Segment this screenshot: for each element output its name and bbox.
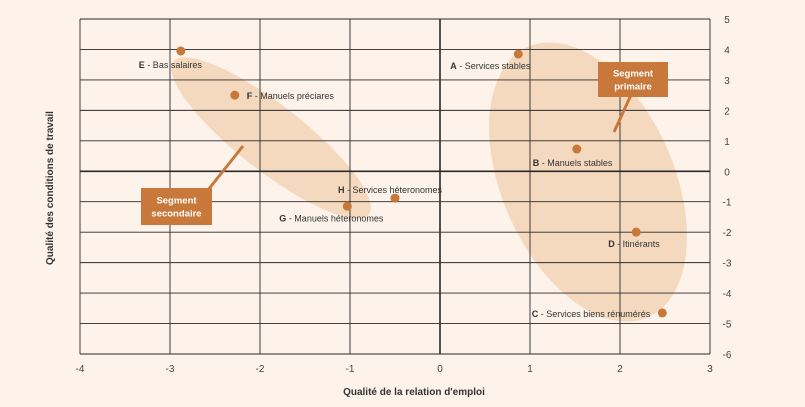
x-tick-label: -4 bbox=[76, 364, 85, 375]
point-letter: D bbox=[608, 239, 615, 249]
x-axis-ticks: -4 -3 -2 -1 0 1 2 3 bbox=[76, 364, 714, 375]
segment-secondaire-ellipse bbox=[171, 57, 371, 219]
segment-secondaire-connector bbox=[206, 145, 245, 191]
point-name: - Manuels héteronomes bbox=[286, 213, 384, 223]
point-name: - Services stables bbox=[457, 61, 531, 71]
data-point-g bbox=[342, 201, 352, 211]
y-tick-label: 4 bbox=[724, 45, 730, 56]
point-name: - Manuels préciares bbox=[252, 91, 334, 101]
point-letter: E bbox=[139, 60, 145, 70]
y-tick-label: 3 bbox=[724, 76, 730, 87]
segment-box-line2: primaire bbox=[614, 82, 652, 93]
segment-primaire-ellipse bbox=[489, 42, 687, 322]
data-point-h bbox=[390, 193, 400, 203]
y-tick-label: -4 bbox=[723, 289, 732, 300]
point-letter: B bbox=[533, 158, 540, 168]
y-tick-label: -2 bbox=[723, 228, 732, 239]
point-label-d: D - Itinérants bbox=[608, 239, 660, 249]
segment-box-line1: Segment bbox=[613, 69, 654, 80]
data-points: A - Services stables B - Manuels stables C… bbox=[139, 46, 667, 319]
x-tick-label: 1 bbox=[527, 364, 533, 375]
y-tick-label: 2 bbox=[724, 106, 730, 117]
x-tick-label: 2 bbox=[617, 364, 623, 375]
data-point-a bbox=[513, 49, 523, 59]
y-tick-label: -3 bbox=[723, 259, 732, 270]
data-point-f bbox=[230, 90, 240, 100]
segment-box-background bbox=[598, 62, 668, 97]
segment-primaire-connector bbox=[612, 94, 633, 133]
point-label-f: F - Manuels préciares bbox=[247, 91, 335, 101]
data-point-c bbox=[657, 308, 667, 318]
point-label-e: E - Bas salaires bbox=[139, 60, 203, 70]
point-name: - Services héteronomes bbox=[345, 185, 443, 195]
segment-ellipses bbox=[171, 42, 687, 322]
segment-box-line1: Segment bbox=[156, 196, 197, 207]
data-point-e bbox=[176, 46, 186, 56]
data-point-d bbox=[631, 227, 641, 237]
data-point-b bbox=[572, 144, 582, 154]
x-tick-label: 3 bbox=[707, 364, 713, 375]
point-label-h: H - Services héteronomes bbox=[338, 185, 443, 195]
x-tick-label: 0 bbox=[437, 364, 443, 375]
point-label-g: G - Manuels héteronomes bbox=[279, 213, 384, 223]
y-tick-label: -5 bbox=[723, 320, 732, 331]
y-axis-ticks: 5 4 3 2 1 0 -1 -2 -3 -4 -5 -6 bbox=[723, 15, 732, 361]
segment-secondaire-box: Segment secondaire bbox=[141, 188, 212, 225]
x-axis-title: Qualité de la relation d'emploi bbox=[343, 387, 485, 398]
point-letter: A bbox=[450, 61, 457, 71]
x-tick-label: -2 bbox=[256, 364, 265, 375]
y-tick-label: 5 bbox=[724, 15, 730, 26]
y-axis-title: Qualité des conditions de travail bbox=[45, 111, 56, 265]
segment-primaire-box: Segment primaire bbox=[598, 62, 668, 97]
x-tick-label: -3 bbox=[166, 364, 175, 375]
point-letter: F bbox=[247, 91, 253, 101]
point-name: - Itinérants bbox=[615, 239, 661, 249]
segment-box-background bbox=[141, 188, 212, 225]
point-name: - Services biens rénumérés bbox=[538, 309, 651, 319]
point-letter: G bbox=[279, 213, 286, 223]
point-letter: C bbox=[532, 309, 539, 319]
point-label-a: A - Services stables bbox=[450, 61, 531, 71]
segment-labels: Segment primaire Segment secondaire bbox=[141, 62, 668, 225]
point-label-c: C - Services biens rénumérés bbox=[532, 309, 651, 319]
point-label-b: B - Manuels stables bbox=[533, 158, 613, 168]
segment-connectors bbox=[206, 94, 633, 191]
segment-box-line2: secondaire bbox=[151, 209, 201, 220]
point-name: - Bas salaires bbox=[145, 60, 203, 70]
y-tick-label: -1 bbox=[723, 198, 732, 209]
y-tick-label: 0 bbox=[724, 167, 730, 178]
point-letter: H bbox=[338, 185, 345, 195]
y-tick-label: -6 bbox=[723, 350, 732, 361]
y-tick-label: 1 bbox=[724, 137, 730, 148]
x-tick-label: -1 bbox=[346, 364, 355, 375]
point-name: - Manuels stables bbox=[539, 158, 613, 168]
